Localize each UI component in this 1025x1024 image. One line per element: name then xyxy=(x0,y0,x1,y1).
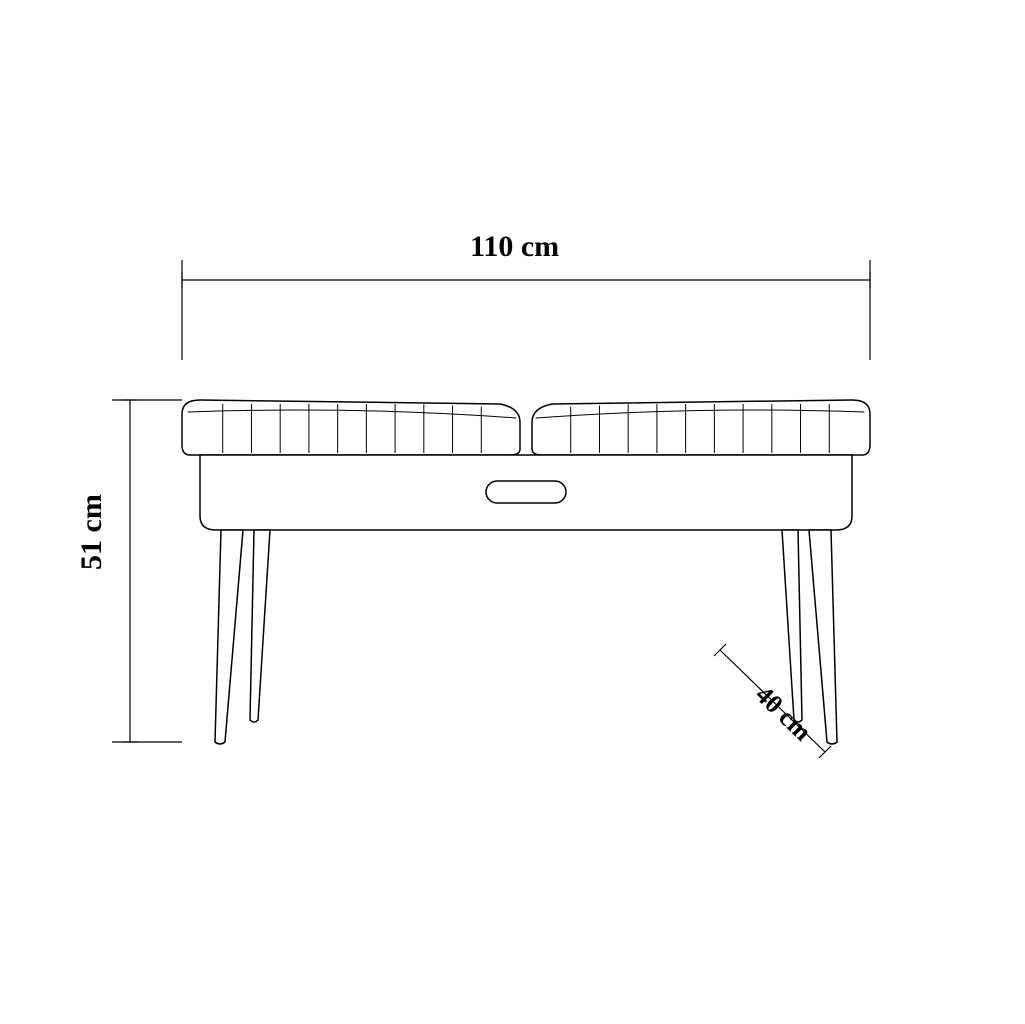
dimension-width-label: 110 cm xyxy=(470,230,559,264)
dimension-height-label: 51 cm xyxy=(75,494,109,570)
drawing-svg xyxy=(0,0,1025,1024)
technical-drawing: 110 cm 51 cm 40 cm xyxy=(0,0,1025,1024)
